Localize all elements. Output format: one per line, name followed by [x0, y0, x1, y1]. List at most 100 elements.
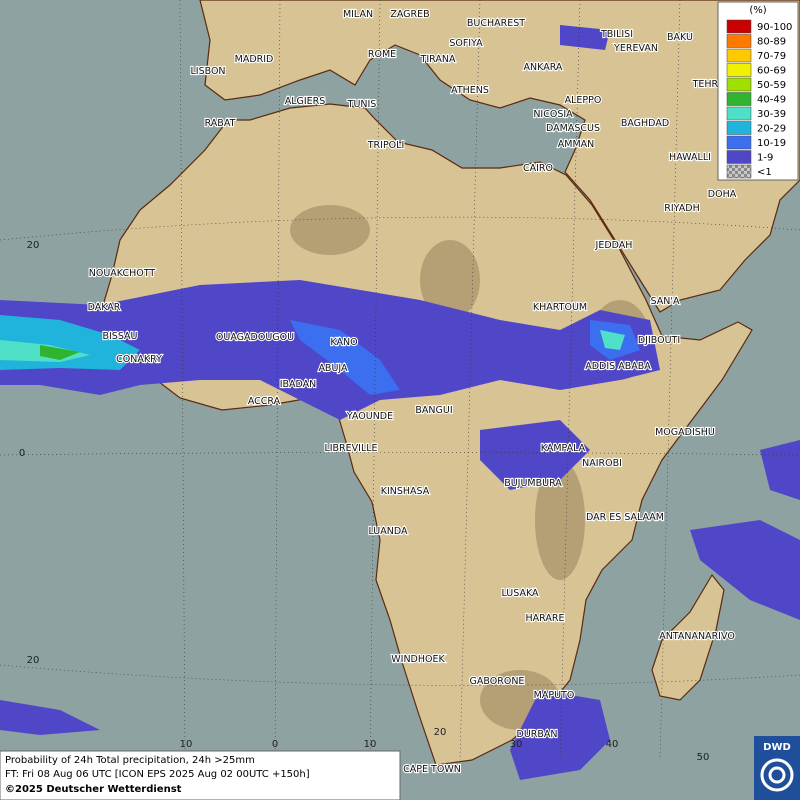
graticule-line — [0, 216, 800, 241]
latitude-label: 0 — [19, 448, 25, 459]
legend-label: 30-39 — [757, 109, 786, 120]
city-label: DAR ES SALAAM — [586, 512, 664, 523]
city-label: MILAN — [343, 9, 373, 20]
longitude-label: 40 — [606, 739, 619, 750]
city-label: DOHA — [708, 189, 737, 200]
rain-band — [290, 320, 400, 395]
city-label: SOFIYA — [449, 38, 483, 49]
city-label: TBILISI — [600, 29, 633, 40]
logo-swirl — [768, 766, 786, 784]
city-label: NOUAKCHOTT — [89, 268, 156, 279]
legend-label: 90-100 — [757, 22, 792, 33]
graticule-line — [179, 0, 186, 761]
legend-swatch — [726, 164, 752, 179]
city-label: YEREVAN — [613, 43, 658, 54]
city-label: BANGUI — [415, 405, 452, 416]
longitude-label: 10 — [180, 739, 193, 750]
city-label: CAPE TOWN — [403, 764, 461, 775]
city-label: HARARE — [526, 613, 565, 624]
city-label: BUCHAREST — [467, 18, 525, 29]
city-label: JEDDAH — [595, 240, 633, 251]
city-label: ALEPPO — [565, 95, 602, 106]
longitude-label: 50 — [697, 752, 710, 763]
city-label: LISBON — [190, 66, 225, 77]
city-label: BUJUMBURA — [504, 478, 562, 489]
city-label: IBADAN — [280, 379, 317, 390]
graticule-line — [369, 0, 381, 761]
rain-band — [760, 440, 800, 500]
city-label: CAIRO — [523, 163, 553, 174]
graticule-line — [0, 664, 800, 686]
footer-line: Probability of 24h Total precipitation, … — [5, 755, 255, 766]
city-label: ALGIERS — [285, 96, 326, 107]
city-label: DAKAR — [88, 302, 121, 313]
legend-swatch — [726, 92, 752, 106]
latitude-label: 20 — [27, 240, 40, 251]
city-label: LUSAKA — [501, 588, 539, 599]
footer-box — [0, 750, 401, 801]
city-label: DJIBOUTI — [638, 335, 680, 346]
city-label: YAOUNDE — [346, 411, 393, 422]
city-label: GABORONE — [470, 676, 525, 687]
logo-text: DWD — [763, 742, 791, 753]
graticule — [0, 0, 800, 761]
eurasia — [199, 0, 800, 313]
longitude-label: 10 — [364, 739, 377, 750]
city-label: AMMAN — [558, 139, 595, 150]
legend-label: 80-89 — [757, 37, 786, 48]
city-label: MADRID — [235, 54, 274, 65]
labels: MILAN ZAGREB BUCHAREST TBILISI BAKU YEREVAN MA… — [19, 8, 738, 776]
city-label: BISSAU — [102, 331, 137, 342]
precipitation — [0, 25, 800, 780]
madagascar — [651, 573, 725, 701]
longitude-label: 20 — [434, 727, 447, 738]
city-label: BAKU — [667, 32, 693, 43]
legend-swatch — [726, 34, 752, 48]
city-label: ANTANANARIVO — [659, 631, 735, 642]
legend-swatch — [726, 121, 752, 135]
legend-swatch — [726, 106, 752, 121]
legend-swatch — [726, 48, 752, 63]
latitude-label: 20 — [27, 655, 40, 666]
footer-line: ©2025 Deutscher Wetterdienst — [5, 784, 182, 795]
graticule-line — [659, 0, 681, 761]
city-label: HAWALLI — [669, 152, 711, 163]
legend-swatch — [726, 150, 752, 164]
city-label: OUAGADOUGOU — [216, 332, 294, 343]
city-label: DURBAN — [517, 729, 558, 740]
rain-band — [0, 700, 100, 735]
city-label: SAN'A — [651, 296, 680, 307]
city-label: TUNIS — [347, 99, 377, 110]
city-label: ATHENS — [451, 85, 489, 96]
logo-swirl — [760, 758, 794, 792]
highland — [420, 240, 480, 320]
footer-line: FT: Fri 08 Aug 06 UTC [ICON EPS 2025 Aug… — [5, 769, 310, 780]
legend-label: 70-79 — [757, 51, 786, 62]
legend-label: 1-9 — [757, 153, 773, 164]
graticule-line — [459, 0, 481, 761]
city-label: DAMASCUS — [546, 123, 600, 134]
city-label: KHARTOUM — [533, 302, 587, 313]
rain-band — [510, 690, 610, 780]
rain-band — [480, 420, 590, 490]
city-label: LIBREVILLE — [324, 443, 377, 454]
longitude-label: 30 — [510, 739, 523, 750]
legend-swatch — [726, 19, 752, 34]
city-label: ACCRA — [248, 396, 281, 407]
legend-swatch — [726, 63, 752, 77]
graticule-line — [0, 452, 800, 456]
city-label: WINDHOEK — [391, 654, 445, 665]
rain-band — [40, 345, 80, 360]
city-label: KANO — [330, 337, 357, 348]
city-label: NAIROBI — [582, 458, 622, 469]
city-label: ZAGREB — [390, 9, 429, 20]
rain-band — [690, 520, 800, 620]
rain-band — [560, 25, 610, 50]
legend-label: <1 — [757, 167, 772, 178]
graticule-line — [559, 0, 581, 761]
legend-label: 50-59 — [757, 80, 786, 91]
legend-label: 40-49 — [757, 95, 786, 106]
rain-band — [600, 330, 625, 350]
city-label: TIRANA — [420, 54, 456, 65]
